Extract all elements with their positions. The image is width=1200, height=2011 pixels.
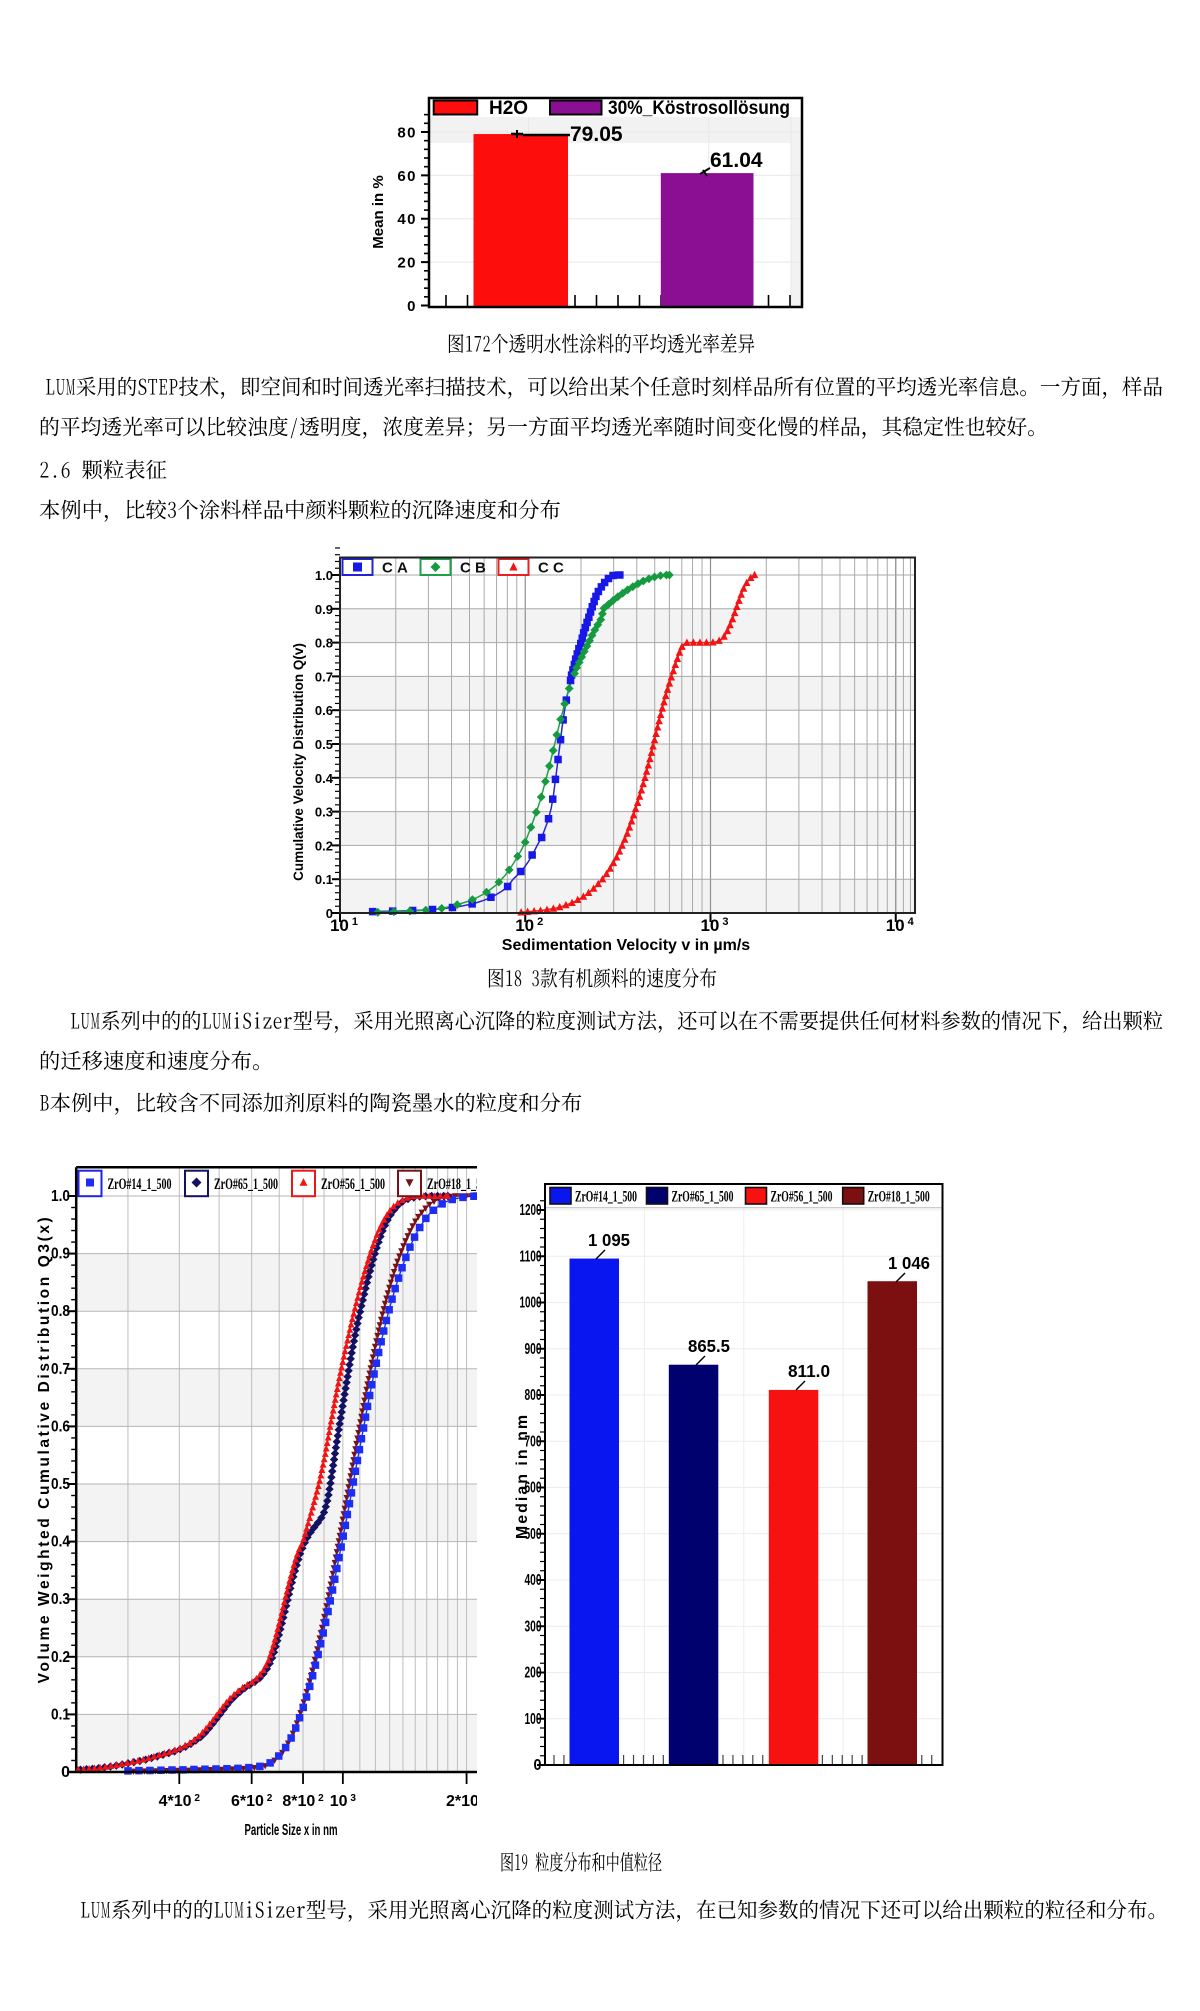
svg-text:0.6: 0.6 [51,1418,70,1435]
svg-text:C A: C A [382,560,408,577]
svg-text:Particle Size x in nm: Particle Size x in nm [245,1822,338,1839]
svg-text:10 3: 10 3 [700,916,728,935]
svg-text:0.9: 0.9 [51,1246,70,1263]
svg-text:0.7: 0.7 [315,669,333,684]
svg-text:0.3: 0.3 [315,805,333,820]
svg-text:Cumulative Velocity Distributi: Cumulative Velocity Distribution Q(v) [291,643,306,881]
svg-text:ZrO#14_1_500: ZrO#14_1_500 [108,1176,172,1193]
svg-text:30%_Köstrosollösung: 30%_Köstrosollösung [608,98,790,119]
svg-text:79.05: 79.05 [570,123,623,146]
svg-text:Sedimentation Velocity v in µm: Sedimentation Velocity v in µm/s [502,937,751,954]
svg-text:60: 60 [397,168,417,185]
svg-text:600: 600 [525,1480,542,1497]
svg-text:900: 900 [525,1341,542,1358]
svg-text:0: 0 [407,298,417,315]
svg-text:ZrO#14_1_500: ZrO#14_1_500 [575,1189,637,1206]
svg-text:400: 400 [525,1572,542,1589]
svg-text:700: 700 [525,1433,542,1450]
svg-text:0: 0 [326,906,333,921]
svg-text:2*10 3: 2*10 3 [446,1793,488,1810]
svg-text:ZrO#65_1_500: ZrO#65_1_500 [214,1176,278,1193]
svg-text:1 046: 1 046 [888,1253,930,1273]
svg-text:0.5: 0.5 [51,1476,70,1493]
svg-text:0.7: 0.7 [51,1361,70,1378]
svg-text:1.0: 1.0 [315,568,333,583]
svg-text:1200: 1200 [520,1202,542,1219]
svg-text:1 095: 1 095 [588,1230,630,1250]
svg-text:0.9: 0.9 [315,602,333,617]
svg-text:ZrO#65_1_500: ZrO#65_1_500 [672,1189,734,1206]
svg-text:0.4: 0.4 [315,771,334,786]
svg-text:1.0: 1.0 [51,1188,70,1205]
svg-text:1000: 1000 [520,1295,542,1312]
svg-text:40: 40 [397,211,417,228]
svg-text:4*10 2: 4*10 2 [159,1793,201,1810]
svg-text:H2O: H2O [489,98,528,119]
svg-text:0.6: 0.6 [315,703,333,718]
svg-text:0.2: 0.2 [51,1649,70,1666]
svg-text:ZrO#18_1_500: ZrO#18_1_500 [427,1176,491,1193]
svg-text:0: 0 [534,1757,542,1774]
svg-text:Mean in %: Mean in % [370,175,387,248]
svg-text:0.8: 0.8 [315,636,333,651]
svg-text:0: 0 [61,1764,70,1781]
svg-text:20: 20 [397,255,417,272]
svg-text:61.04: 61.04 [710,149,763,172]
svg-text:200: 200 [525,1665,542,1682]
svg-text:100: 100 [525,1711,542,1728]
svg-text:811.0: 811.0 [788,1361,830,1381]
svg-text:0.1: 0.1 [51,1706,70,1723]
svg-text:10 3: 10 3 [330,1793,357,1810]
svg-text:800: 800 [525,1387,542,1404]
svg-text:0.3: 0.3 [51,1591,70,1608]
svg-text:ZrO#56_1_500: ZrO#56_1_500 [771,1189,833,1206]
svg-text:ZrO#56_1_500: ZrO#56_1_500 [321,1176,385,1193]
svg-text:0.8: 0.8 [51,1303,70,1320]
svg-text:Volume Weighted Cumulative Dis: Volume Weighted Cumulative Distribution … [36,1215,53,1684]
svg-text:500: 500 [525,1526,542,1543]
svg-text:0.5: 0.5 [315,737,333,752]
svg-text:ZrO#18_1_500: ZrO#18_1_500 [868,1189,930,1206]
svg-text:1100: 1100 [520,1248,542,1265]
svg-text:10 2: 10 2 [515,916,543,935]
svg-text:Median in nm: Median in nm [514,1413,531,1539]
svg-text:0.2: 0.2 [315,838,333,853]
svg-text:6*10 2: 6*10 2 [231,1793,273,1810]
svg-text:0.4: 0.4 [51,1534,70,1551]
svg-text:865.5: 865.5 [688,1336,730,1356]
svg-text:10 1: 10 1 [330,916,358,935]
svg-text:8*10 2: 8*10 2 [282,1793,324,1810]
svg-text:300: 300 [525,1618,542,1635]
svg-text:0.1: 0.1 [315,872,333,887]
svg-text:80: 80 [397,124,417,141]
svg-text:10 4: 10 4 [886,916,915,935]
svg-text:C B: C B [460,560,486,577]
svg-text:C C: C C [538,560,564,577]
